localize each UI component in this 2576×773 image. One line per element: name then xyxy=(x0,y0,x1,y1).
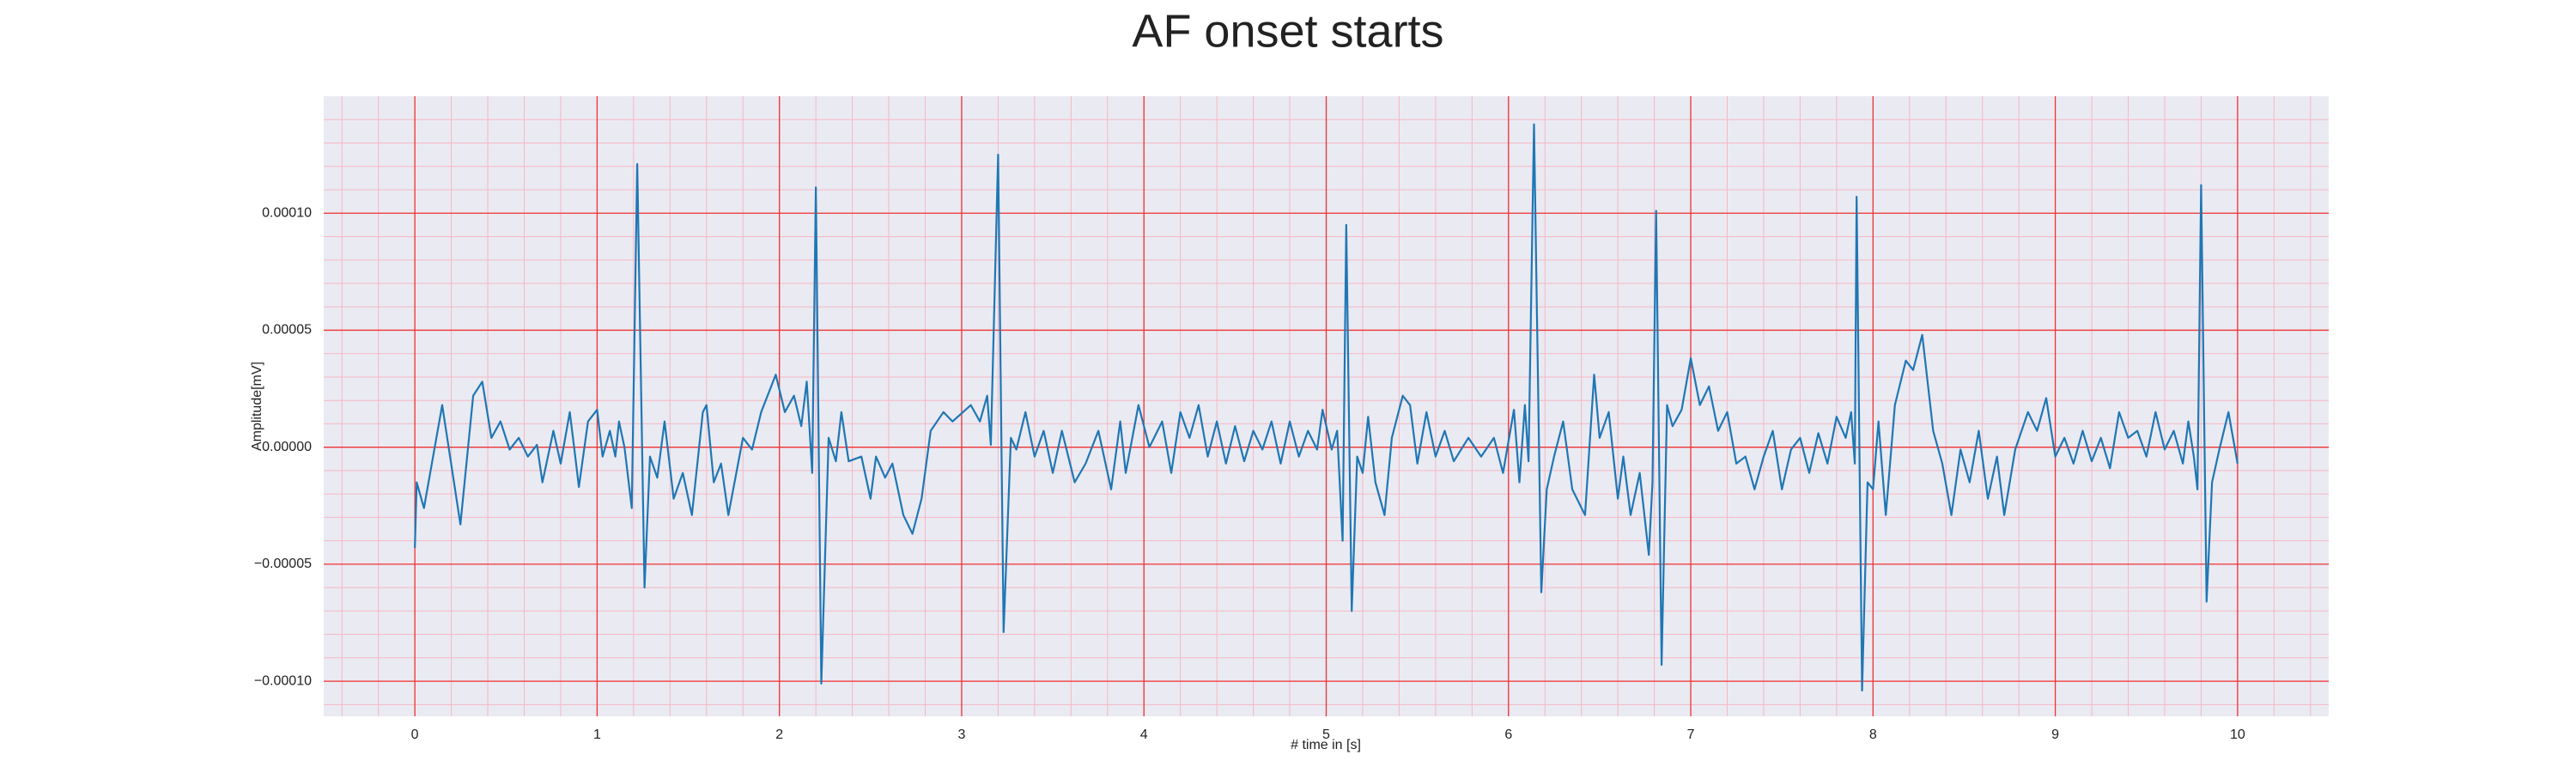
x-tick-label: 4 xyxy=(1140,727,1148,742)
y-axis-label: Amplitude[mV] xyxy=(250,362,264,451)
x-tick-label: 1 xyxy=(593,727,601,742)
x-axis-label: # time in [s] xyxy=(1291,738,1361,752)
x-tick-label: 10 xyxy=(2230,727,2245,742)
x-tick-label: 9 xyxy=(2051,727,2059,742)
y-tick-label: 0.00000 xyxy=(262,440,312,454)
x-tick-label: 7 xyxy=(1687,727,1695,742)
y-tick-label: −0.00010 xyxy=(254,673,312,688)
chart-title: AF onset starts xyxy=(1132,5,1443,57)
x-tick-label: 2 xyxy=(775,727,783,742)
y-tick-label: −0.00005 xyxy=(254,557,312,571)
x-tick-label: 8 xyxy=(1869,727,1877,742)
y-tick-label: 0.00010 xyxy=(262,205,312,220)
x-tick-label: 3 xyxy=(958,727,966,742)
y-tick-label: 0.00005 xyxy=(262,323,312,338)
x-tick-label: 6 xyxy=(1504,727,1512,742)
x-tick-label: 0 xyxy=(411,727,419,742)
x-tick-label: 5 xyxy=(1322,727,1330,742)
data-line xyxy=(414,123,2239,692)
